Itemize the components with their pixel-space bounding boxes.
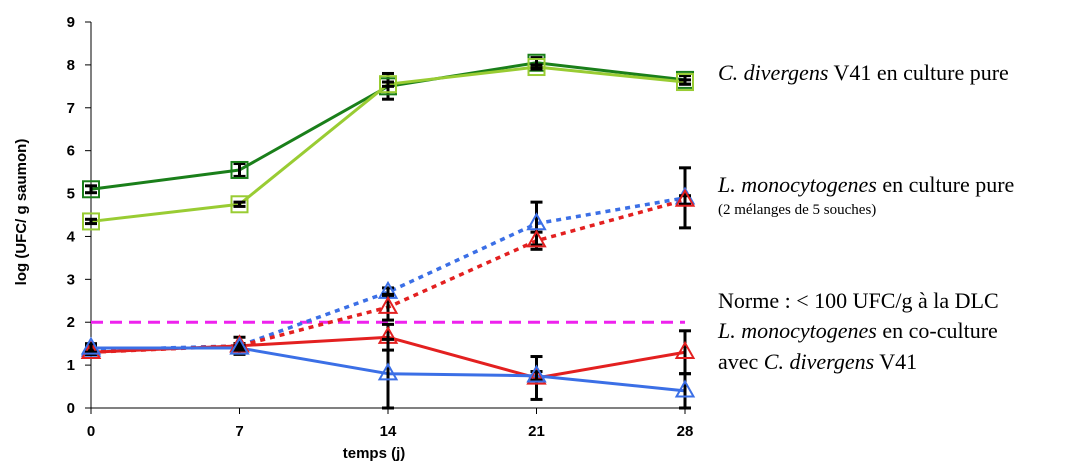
annotation-lm-co: L. monocytogenes en co-culture <box>718 320 998 342</box>
x-tick-label: 28 <box>677 423 694 440</box>
series-4-point <box>377 295 399 314</box>
series-2-point <box>82 212 100 231</box>
y-tick-label: 8 <box>67 57 75 74</box>
annotation-lm-co-species: L. monocytogenes <box>718 318 877 343</box>
annotation-lm-pure-species: L. monocytogenes <box>718 172 877 197</box>
x-tick-label: 0 <box>87 423 95 440</box>
axes: 0 1 2 3 4 5 6 7 8 9 0 7 14 21 28 <box>67 14 694 440</box>
annotation-avec: avec C. divergens V41 <box>718 351 917 373</box>
series-2-point <box>527 58 546 77</box>
series-6-point <box>377 362 399 381</box>
annotation-avec-prefix: avec <box>718 349 764 374</box>
annotation-avec-text: V41 <box>874 349 918 374</box>
series-5-point <box>526 366 547 385</box>
y-axis-title: log (UFC/ g saumon) <box>13 139 30 286</box>
series-6-point <box>526 364 547 383</box>
annotation-lm-pure-text: en culture pure <box>876 172 1015 197</box>
series-layer <box>80 53 696 410</box>
series-2-point <box>230 195 249 214</box>
series-1-point <box>230 160 249 179</box>
series-6-point <box>674 379 696 398</box>
series-3-line <box>90 196 686 352</box>
series-2-point <box>379 75 397 94</box>
y-tick-label: 4 <box>67 228 76 245</box>
annotation-norme: Norme : < 100 UFC/g à la DLC <box>718 288 999 313</box>
y-tick-label: 7 <box>67 100 75 117</box>
annotation-cd-pure-species: C. divergens <box>718 60 829 85</box>
x-axis-title: temps (j) <box>343 445 406 461</box>
series-4-point <box>526 229 547 248</box>
series-6-point <box>80 336 102 355</box>
annotation-cd-pure-text: V41 en culture pure <box>828 60 1009 85</box>
y-tick-label: 9 <box>67 14 75 31</box>
x-tick-label: 7 <box>235 423 243 440</box>
x-tick-label: 14 <box>380 423 397 440</box>
y-tick-label: 0 <box>67 400 75 417</box>
series-3-point <box>526 212 547 231</box>
y-tick-label: 3 <box>67 271 75 288</box>
series-1-point <box>82 180 100 199</box>
series-2-point <box>676 73 694 92</box>
series-5-point <box>80 340 102 359</box>
series-5-point <box>674 340 696 359</box>
annotation-avec-species: C. divergens <box>763 349 875 374</box>
series-6-point <box>229 336 250 355</box>
y-tick-label: 1 <box>67 357 75 374</box>
annotation-lm-co-text: en co-culture <box>876 318 998 343</box>
y-tick-label: 5 <box>67 186 75 203</box>
annotation-lm-pure-sub: (2 mélanges de 5 souches) <box>718 202 877 218</box>
annotation-lm-pure: L. monocytogenes en culture pure <box>718 174 1014 196</box>
x-tick-label: 21 <box>528 423 545 440</box>
y-tick-label: 2 <box>67 314 75 331</box>
annotation-cd-pure: C. divergens V41 en culture pure <box>718 62 1009 84</box>
y-tick-label: 6 <box>67 143 75 160</box>
series-4-point <box>674 188 696 207</box>
